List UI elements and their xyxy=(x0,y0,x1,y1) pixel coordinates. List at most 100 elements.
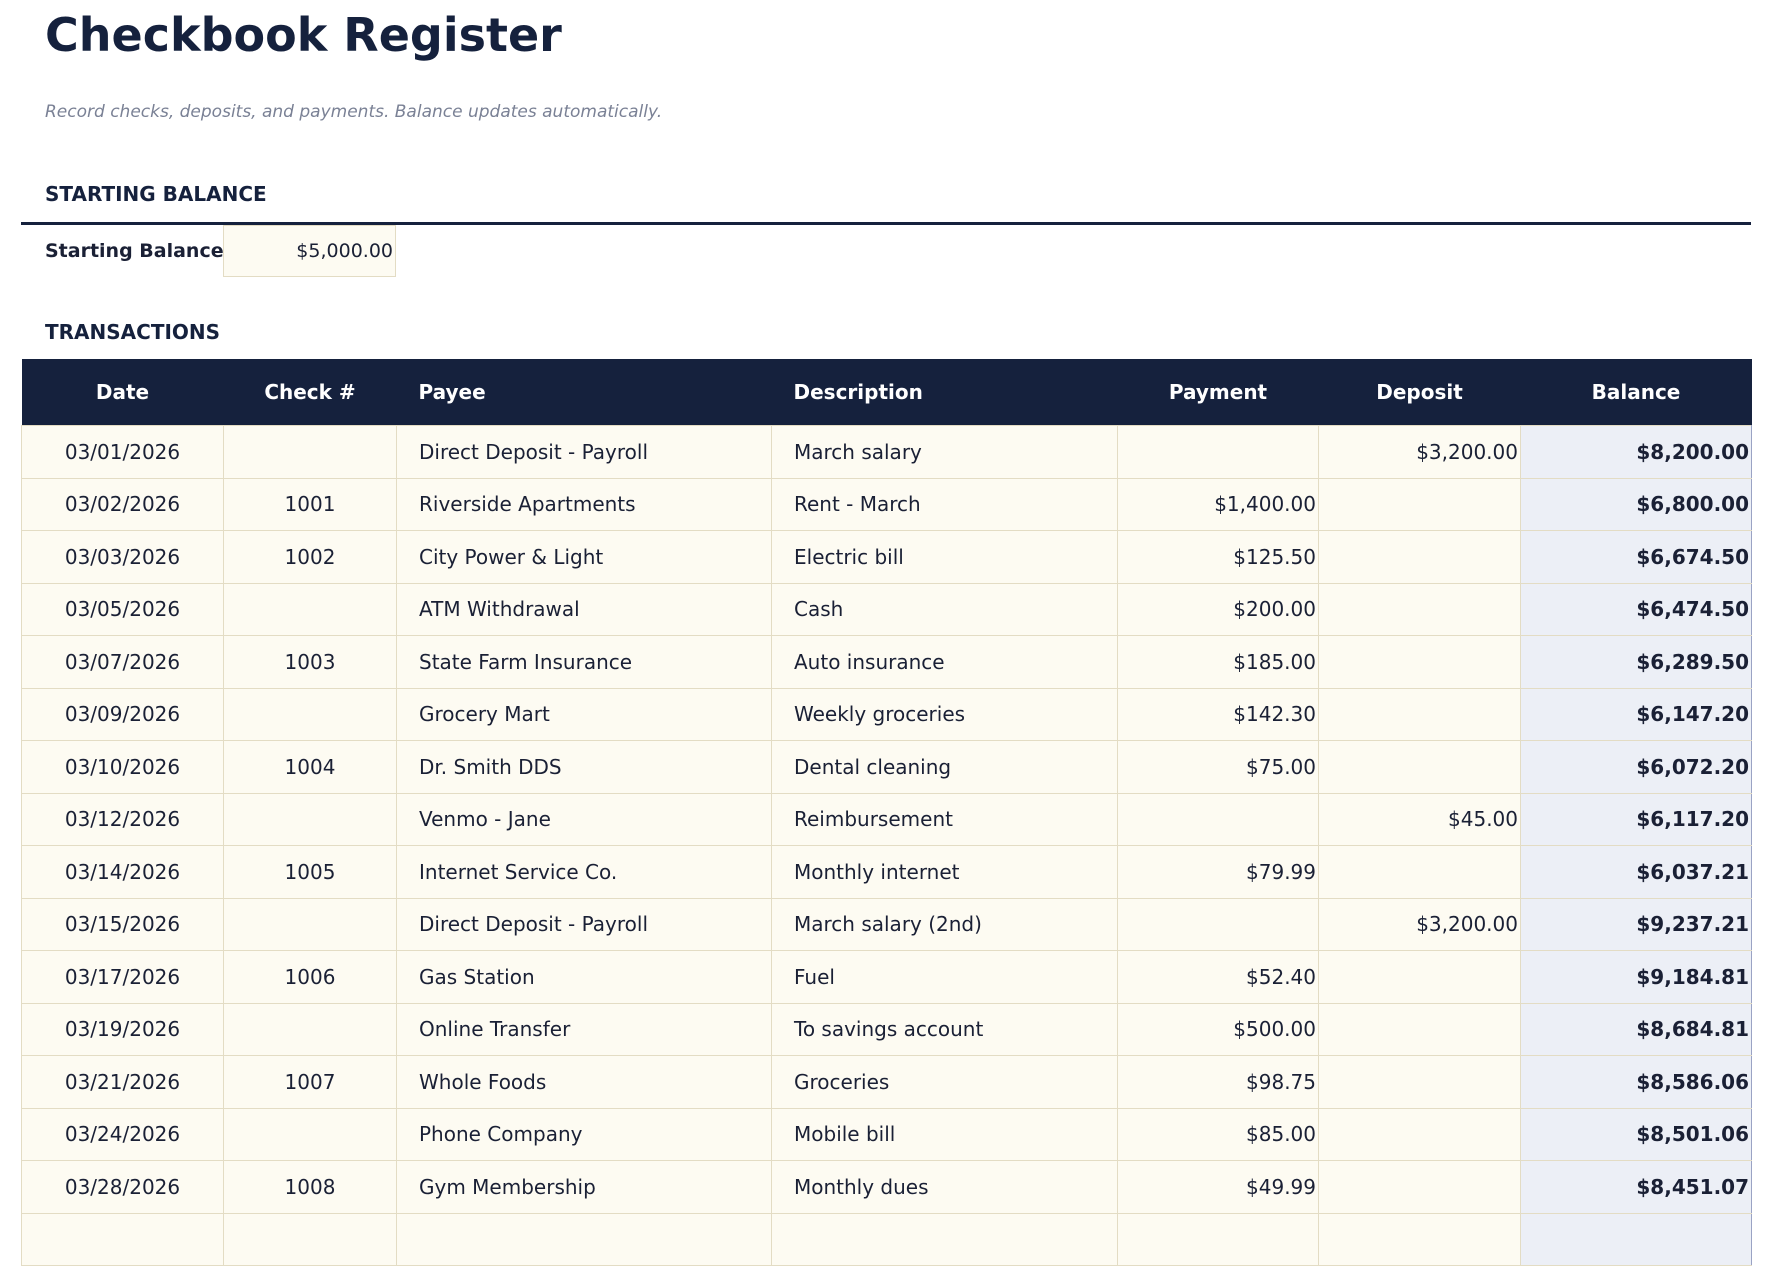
check-cell[interactable] xyxy=(223,425,397,479)
payment-cell[interactable]: $79.99 xyxy=(1117,845,1319,899)
date-cell[interactable] xyxy=(21,1212,224,1266)
description-cell[interactable]: Fuel xyxy=(771,950,1118,1004)
payee-cell[interactable] xyxy=(396,1212,772,1266)
payee-cell[interactable]: Online Transfer xyxy=(396,1002,772,1056)
payee-cell[interactable]: Gas Station xyxy=(396,950,772,1004)
payee-cell[interactable]: Phone Company xyxy=(396,1107,772,1161)
deposit-cell[interactable] xyxy=(1318,950,1521,1004)
payee-cell[interactable]: Riverside Apartments xyxy=(396,477,772,531)
payment-cell[interactable]: $125.50 xyxy=(1117,530,1319,584)
check-cell[interactable]: 1005 xyxy=(223,845,397,899)
payee-cell[interactable]: Whole Foods xyxy=(396,1055,772,1109)
description-cell[interactable]: Groceries xyxy=(771,1055,1118,1109)
payee-cell[interactable]: Internet Service Co. xyxy=(396,845,772,899)
deposit-cell[interactable] xyxy=(1318,1212,1521,1266)
deposit-cell[interactable] xyxy=(1318,1107,1521,1161)
check-cell[interactable] xyxy=(223,687,397,741)
check-cell[interactable]: 1007 xyxy=(223,1055,397,1109)
deposit-cell[interactable]: $45.00 xyxy=(1318,792,1521,846)
payee-cell[interactable]: Direct Deposit - Payroll xyxy=(396,425,772,479)
date-cell[interactable]: 03/21/2026 xyxy=(21,1055,224,1109)
payment-cell[interactable]: $185.00 xyxy=(1117,635,1319,689)
date-cell[interactable]: 03/12/2026 xyxy=(21,792,224,846)
check-cell[interactable] xyxy=(223,1107,397,1161)
payment-cell[interactable]: $1,400.00 xyxy=(1117,477,1319,531)
deposit-cell[interactable]: $3,200.00 xyxy=(1318,897,1521,951)
deposit-cell[interactable] xyxy=(1318,845,1521,899)
payment-cell[interactable]: $49.99 xyxy=(1117,1160,1319,1214)
payment-cell[interactable]: $52.40 xyxy=(1117,950,1319,1004)
deposit-cell[interactable] xyxy=(1318,582,1521,636)
date-cell[interactable]: 03/28/2026 xyxy=(21,1160,224,1214)
description-cell[interactable]: Monthly internet xyxy=(771,845,1118,899)
deposit-cell[interactable] xyxy=(1318,687,1521,741)
payee-cell[interactable]: State Farm Insurance xyxy=(396,635,772,689)
check-cell[interactable] xyxy=(223,792,397,846)
date-cell[interactable]: 03/02/2026 xyxy=(21,477,224,531)
description-cell[interactable]: Monthly dues xyxy=(771,1160,1118,1214)
payment-cell[interactable]: $200.00 xyxy=(1117,582,1319,636)
payment-cell[interactable]: $98.75 xyxy=(1117,1055,1319,1109)
payment-cell[interactable]: $75.00 xyxy=(1117,740,1319,794)
payee-cell[interactable]: Venmo - Jane xyxy=(396,792,772,846)
deposit-cell[interactable] xyxy=(1318,1055,1521,1109)
check-cell[interactable]: 1004 xyxy=(223,740,397,794)
description-cell[interactable]: To savings account xyxy=(771,1002,1118,1056)
date-cell[interactable]: 03/17/2026 xyxy=(21,950,224,1004)
check-cell[interactable]: 1002 xyxy=(223,530,397,584)
date-cell[interactable]: 03/05/2026 xyxy=(21,582,224,636)
check-cell[interactable]: 1001 xyxy=(223,477,397,531)
deposit-cell[interactable] xyxy=(1318,477,1521,531)
table-body: 03/01/2026 Direct Deposit - Payroll March … xyxy=(21,425,1752,1266)
payment-cell[interactable]: $142.30 xyxy=(1117,687,1319,741)
deposit-cell[interactable]: $3,200.00 xyxy=(1318,425,1521,479)
payee-cell[interactable]: Grocery Mart xyxy=(396,687,772,741)
description-cell[interactable] xyxy=(771,1212,1118,1266)
check-cell[interactable]: 1003 xyxy=(223,635,397,689)
date-cell[interactable]: 03/03/2026 xyxy=(21,530,224,584)
check-cell[interactable] xyxy=(223,1212,397,1266)
payee-cell[interactable]: Gym Membership xyxy=(396,1160,772,1214)
check-cell[interactable]: 1008 xyxy=(223,1160,397,1214)
description-cell[interactable]: March salary xyxy=(771,425,1118,479)
payee-cell[interactable]: Direct Deposit - Payroll xyxy=(396,897,772,951)
date-cell[interactable]: 03/19/2026 xyxy=(21,1002,224,1056)
starting-balance-input[interactable]: $5,000.00 xyxy=(223,225,396,277)
check-cell[interactable] xyxy=(223,1002,397,1056)
description-cell[interactable]: Dental cleaning xyxy=(771,740,1118,794)
description-cell[interactable]: March salary (2nd) xyxy=(771,897,1118,951)
deposit-cell[interactable] xyxy=(1318,740,1521,794)
payment-cell[interactable]: $85.00 xyxy=(1117,1107,1319,1161)
deposit-cell[interactable] xyxy=(1318,635,1521,689)
description-cell[interactable]: Weekly groceries xyxy=(771,687,1118,741)
description-cell[interactable]: Rent - March xyxy=(771,477,1118,531)
payment-cell[interactable] xyxy=(1117,792,1319,846)
description-cell[interactable]: Electric bill xyxy=(771,530,1118,584)
date-cell[interactable]: 03/10/2026 xyxy=(21,740,224,794)
date-cell[interactable]: 03/24/2026 xyxy=(21,1107,224,1161)
payee-cell[interactable]: ATM Withdrawal xyxy=(396,582,772,636)
payment-cell[interactable] xyxy=(1117,1212,1319,1266)
date-cell[interactable]: 03/14/2026 xyxy=(21,845,224,899)
deposit-cell[interactable] xyxy=(1318,1002,1521,1056)
payment-cell[interactable] xyxy=(1117,897,1319,951)
payment-cell[interactable] xyxy=(1117,425,1319,479)
date-cell[interactable]: 03/01/2026 xyxy=(21,425,224,479)
deposit-cell[interactable] xyxy=(1318,530,1521,584)
payment-cell[interactable]: $500.00 xyxy=(1117,1002,1319,1056)
check-cell[interactable] xyxy=(223,897,397,951)
date-cell[interactable]: 03/09/2026 xyxy=(21,687,224,741)
description-cell[interactable]: Cash xyxy=(771,582,1118,636)
balance-cell: $6,800.00 xyxy=(1520,477,1752,531)
check-cell[interactable]: 1006 xyxy=(223,950,397,1004)
date-cell[interactable]: 03/15/2026 xyxy=(21,897,224,951)
check-cell[interactable] xyxy=(223,582,397,636)
date-cell[interactable]: 03/07/2026 xyxy=(21,635,224,689)
header-row: Date Check # Payee Description Payment Deposi… xyxy=(21,359,1752,426)
payee-cell[interactable]: City Power & Light xyxy=(396,530,772,584)
deposit-cell[interactable] xyxy=(1318,1160,1521,1214)
description-cell[interactable]: Auto insurance xyxy=(771,635,1118,689)
description-cell[interactable]: Mobile bill xyxy=(771,1107,1118,1161)
description-cell[interactable]: Reimbursement xyxy=(771,792,1118,846)
payee-cell[interactable]: Dr. Smith DDS xyxy=(396,740,772,794)
